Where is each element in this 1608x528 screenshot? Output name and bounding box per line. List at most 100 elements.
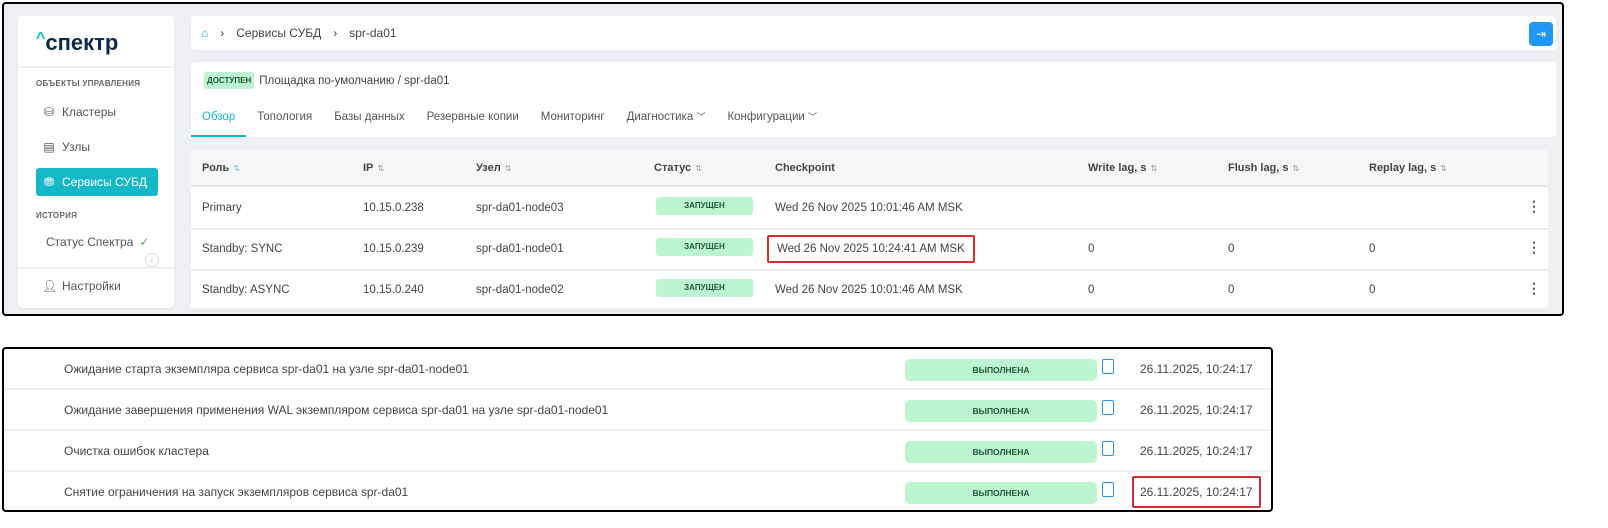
- sidebar-item-settings[interactable]: 👤︎ Настройки: [36, 272, 158, 300]
- column-status[interactable]: Статус ⇅: [654, 162, 702, 174]
- sidebar-item-db-services[interactable]: ⛃ Сервисы СУБД: [36, 168, 158, 196]
- logout-button[interactable]: ⇥: [1529, 22, 1553, 46]
- tab-diagnostics[interactable]: Диагностика ﹀: [616, 100, 717, 137]
- status-badge: ВЫПОЛНЕНА: [905, 359, 1097, 381]
- task-name: Снятие ограничения на запуск экземпляров…: [64, 485, 409, 499]
- task-date: 26.11.2025, 10:24:17: [1140, 362, 1253, 376]
- sidebar: ^спектр ОБЪЕКТЫ УПРАВЛЕНИЯ ⛁ Кластеры ▤ Уз…: [18, 16, 174, 308]
- service-path: Площадка по-умолчанию / spr-da01: [259, 74, 450, 87]
- breadcrumb: ⌂ › Сервисы СУБД › spr-da01 ⇥: [191, 16, 1556, 50]
- more-icon[interactable]: ⋮: [1527, 280, 1541, 296]
- chevron-down-icon: ﹀: [696, 112, 706, 122]
- replicas-table: Роль ⇅ IP ⇅ Узел ⇅ Статус ⇅ Checkpoint Write…: [191, 150, 1548, 312]
- sidebar-item-clusters[interactable]: ⛁ Кластеры: [36, 98, 158, 126]
- task-name: Ожидание завершения применения WAL экзем…: [64, 403, 609, 417]
- tabs: Обзор Топология Базы данных Резервные ко…: [191, 100, 828, 137]
- file-icon[interactable]: [1102, 400, 1114, 415]
- flush-lag: 0: [1228, 284, 1235, 296]
- more-icon[interactable]: ⋮: [1527, 239, 1541, 255]
- node: spr-da01-node01: [476, 243, 564, 255]
- column-write-lag[interactable]: Write lag, s ⇅: [1088, 162, 1158, 174]
- task-date: 26.11.2025, 10:24:17: [1132, 476, 1261, 508]
- sidebar-item-label: Сервисы СУБД: [62, 175, 147, 189]
- column-ip[interactable]: IP ⇅: [363, 162, 385, 174]
- table-header: Роль ⇅ IP ⇅ Узел ⇅ Статус ⇅ Checkpoint Write…: [191, 150, 1548, 187]
- section-heading: ОБЪЕКТЫ УПРАВЛЕНИЯ: [36, 79, 141, 88]
- tab-label: Конфигурации: [727, 111, 805, 123]
- ip: 10.15.0.238: [363, 202, 424, 214]
- replay-lag: 0: [1369, 284, 1376, 296]
- status-badge: ЗАПУЩЕН: [656, 279, 753, 297]
- sort-icon: ⇅: [377, 164, 385, 173]
- list-item: Очистка ошибок кластера ВЫПОЛНЕНА 26.11.…: [4, 431, 1271, 472]
- replay-lag: 0: [1369, 243, 1376, 255]
- check-icon: ✓: [139, 235, 150, 249]
- ip: 10.15.0.240: [363, 284, 424, 296]
- node: spr-da01-node03: [476, 202, 564, 214]
- column-role[interactable]: Роль ⇅: [202, 162, 240, 174]
- sidebar-item-label: Узлы: [62, 140, 90, 154]
- divider: [18, 66, 174, 68]
- tab-overview[interactable]: Обзор: [191, 100, 247, 137]
- checkpoint: Wed 26 Nov 2025 10:01:46 AM MSK: [775, 202, 963, 214]
- divider: [18, 267, 174, 269]
- table-row: Standby: ASYNC 10.15.0.240 spr-da01-node…: [191, 271, 1548, 312]
- column-replay-lag[interactable]: Replay lag, s ⇅: [1369, 162, 1447, 174]
- role: Standby: SYNC: [202, 243, 283, 255]
- status-badge: ЗАПУЩЕН: [656, 238, 753, 256]
- task-date: 26.11.2025, 10:24:17: [1140, 444, 1253, 458]
- table-row: Standby: SYNC 10.15.0.239 spr-da01-node0…: [191, 230, 1548, 271]
- cluster-icon: ⛁: [43, 105, 55, 119]
- list-item: Ожидание старта экземпляра сервиса spr-d…: [4, 349, 1271, 390]
- ip: 10.15.0.239: [363, 243, 424, 255]
- sidebar-item-status[interactable]: Статус Спектра ✓: [40, 228, 162, 256]
- service-header: ДОСТУПЕН Площадка по-умолчанию / spr-da0…: [191, 62, 1556, 137]
- breadcrumb-item[interactable]: Сервисы СУБД: [236, 26, 322, 40]
- sort-icon: ⇅: [695, 164, 702, 173]
- checkpoint: Wed 26 Nov 2025 10:24:41 AM MSK: [767, 235, 975, 263]
- chevron-right-icon: ›: [333, 26, 338, 40]
- file-icon[interactable]: [1102, 482, 1114, 497]
- file-icon[interactable]: [1102, 359, 1114, 374]
- breadcrumb-item: spr-da01: [349, 26, 397, 40]
- tab-topology[interactable]: Топология: [257, 111, 313, 123]
- flush-lag: 0: [1228, 243, 1235, 255]
- list-item: Ожидание завершения применения WAL экзем…: [4, 390, 1271, 431]
- status-badge: ВЫПОЛНЕНА: [905, 400, 1097, 422]
- tab-databases[interactable]: Базы данных: [334, 111, 405, 123]
- collapse-sidebar-button[interactable]: ‹: [145, 253, 159, 267]
- sort-icon: ⇅: [1292, 164, 1300, 173]
- write-lag: 0: [1088, 243, 1095, 255]
- file-icon[interactable]: [1102, 441, 1114, 456]
- chevron-down-icon: ﹀: [808, 112, 818, 122]
- status-badge: ДОСТУПЕН: [204, 72, 255, 89]
- sidebar-item-label: Кластеры: [62, 105, 116, 119]
- tab-monitoring[interactable]: Мониторинг: [540, 111, 605, 123]
- tab-label: Диагностика: [626, 111, 694, 123]
- status-badge: ВЫПОЛНЕНА: [905, 482, 1097, 504]
- more-icon[interactable]: ⋮: [1527, 198, 1541, 214]
- sidebar-item-nodes[interactable]: ▤ Узлы: [36, 133, 158, 161]
- role: Primary: [202, 202, 242, 214]
- column-checkpoint: Checkpoint: [775, 162, 835, 174]
- write-lag: 0: [1088, 284, 1095, 296]
- sort-icon: ⇅: [1150, 164, 1158, 173]
- sidebar-item-label: Настройки: [62, 279, 121, 293]
- database-icon: ⛃: [43, 175, 55, 189]
- tab-configurations[interactable]: Конфигурации ﹀: [716, 100, 828, 137]
- section-heading: ИСТОРИЯ: [36, 211, 78, 220]
- logo[interactable]: ^спектр: [36, 30, 119, 55]
- user-icon: 👤︎: [42, 279, 58, 293]
- status-badge: ЗАПУЩЕН: [656, 197, 753, 215]
- checkpoint: Wed 26 Nov 2025 10:01:46 AM MSK: [775, 284, 963, 296]
- role: Standby: ASYNC: [202, 284, 290, 296]
- home-icon[interactable]: ⌂: [201, 26, 209, 40]
- column-flush-lag[interactable]: Flush lag, s ⇅: [1228, 162, 1300, 174]
- column-node[interactable]: Узел ⇅: [476, 162, 512, 174]
- sidebar-item-label: Статус Спектра: [46, 235, 134, 249]
- tab-backups[interactable]: Резервные копии: [426, 111, 519, 123]
- task-date: 26.11.2025, 10:24:17: [1140, 403, 1253, 417]
- logout-icon: ⇥: [1535, 27, 1547, 41]
- task-list: Ожидание старта экземпляра сервиса spr-d…: [2, 347, 1273, 512]
- sort-icon: ⇅: [1440, 164, 1447, 173]
